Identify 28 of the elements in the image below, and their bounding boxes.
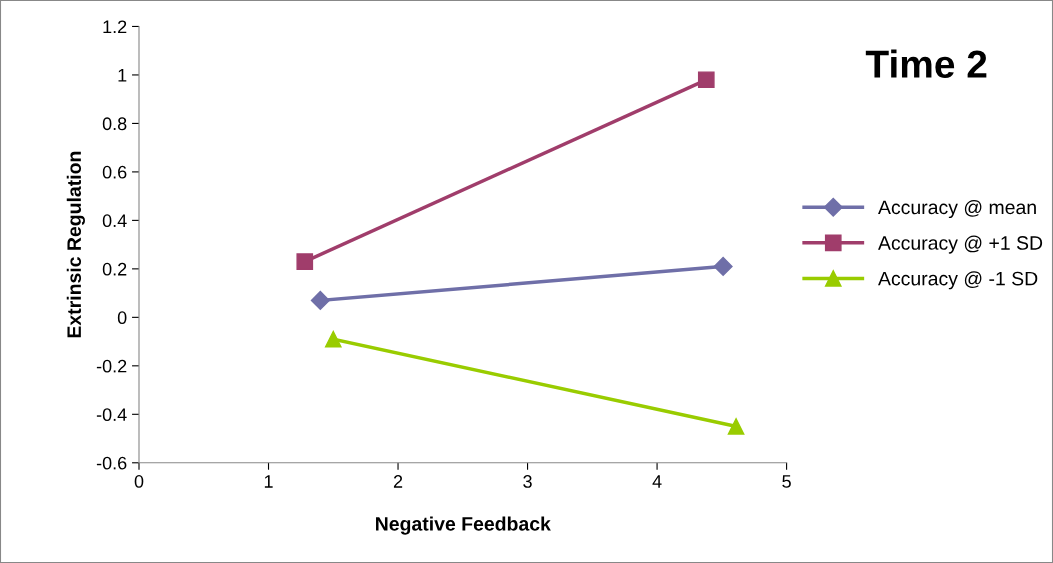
legend-label: Accuracy @ mean	[878, 199, 1036, 219]
x-tick-label: 5	[782, 475, 791, 488]
x-tick-label: 0	[134, 475, 144, 488]
y-tick-label: -0.2	[96, 359, 127, 373]
y-tick-label: 0.6	[102, 165, 127, 179]
y-tick-label: 0.4	[102, 214, 127, 228]
point	[324, 330, 342, 348]
y-axis-title: Extrinsic Regulation	[66, 151, 85, 338]
legend-label: Accuracy @ -1 SD	[878, 271, 1038, 290]
point	[727, 418, 745, 435]
y-tick-label: -0.4	[96, 408, 127, 422]
y-tick-label: 1.2	[103, 20, 127, 33]
point	[713, 256, 733, 276]
y-tick-label: 1	[118, 69, 127, 82]
point	[697, 71, 715, 89]
x-tick-label: 2	[393, 475, 403, 488]
x-tick-label: 1	[264, 475, 273, 488]
y-tick-label: 0.8	[102, 117, 127, 131]
point	[296, 253, 314, 270]
y-tick-label: 0	[117, 311, 127, 325]
x-tick-label: 4	[652, 475, 662, 488]
legend-label: Accuracy @ +1 SD	[878, 235, 1043, 254]
y-tick-label: -0.6	[96, 456, 127, 470]
x-axis-title: Negative Feedback	[376, 516, 551, 535]
point	[310, 290, 330, 310]
x-tick-label: 3	[523, 475, 532, 488]
text: Time 2	[865, 49, 987, 78]
y-tick-label: 0.2	[102, 262, 127, 276]
